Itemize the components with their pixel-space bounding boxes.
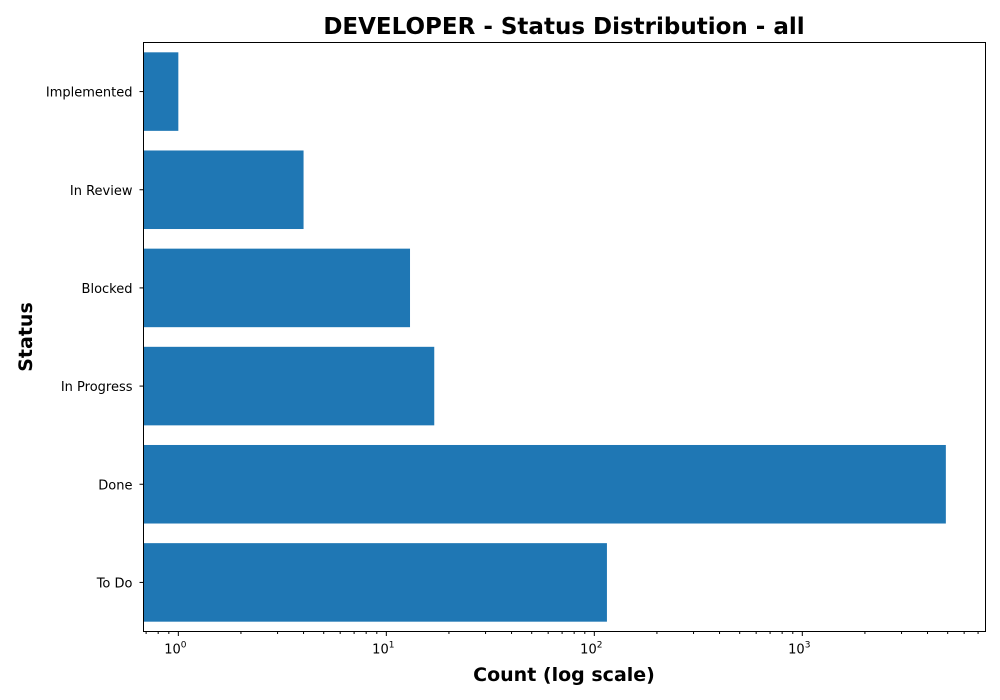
plot-frame [143,42,986,632]
bar-in-review [143,150,304,230]
bar-in-progress [143,346,435,426]
x-tick-label: 102 [580,641,602,658]
y-tick-label-done: Done [98,478,132,493]
bars-group [143,52,946,622]
bar-blocked [143,248,411,328]
bar-done [143,444,946,524]
y-tick-label-in-review: In Review [70,184,133,199]
x-tick-label: 100 [164,641,187,658]
y-tick-label-implemented: Implemented [46,86,133,101]
y-tick-label-blocked: Blocked [82,282,133,297]
y-tick-label-to-do: To Do [96,576,133,591]
x-tick-label: 101 [372,641,394,658]
y-ticks-group: To Do Done In Progress Blocked In Review Impl… [46,86,144,591]
bar-implemented [143,52,179,131]
y-tick-label-in-progress: In Progress [61,380,133,395]
x-tick-label: 103 [788,641,810,658]
chart-title: DEVELOPER - Status Distribution - all [323,14,804,40]
bar-to-do [143,543,607,622]
y-axis-label: Status [15,302,37,372]
x-ticks-group: 100 101 102 103 [145,631,979,658]
x-axis-label: Count (log scale) [473,664,655,686]
